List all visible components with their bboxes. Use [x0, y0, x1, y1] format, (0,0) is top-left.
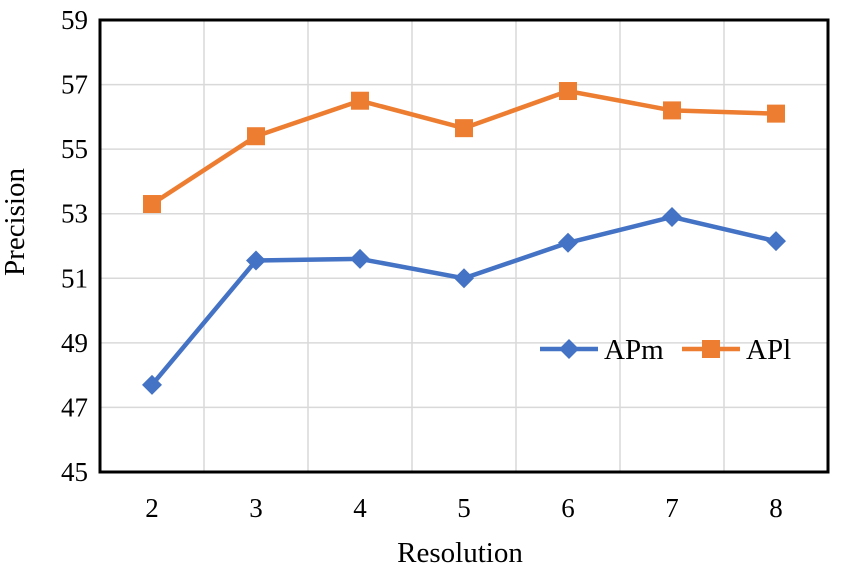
y-tick-label: 51 — [61, 263, 88, 293]
grid — [100, 19, 828, 473]
series-layer — [142, 82, 786, 395]
x-tick-label: 2 — [145, 493, 159, 523]
legend-label-apl: APl — [746, 334, 791, 366]
y-tick-label: 53 — [61, 199, 88, 229]
data-point-apm — [246, 250, 266, 271]
data-point-apm — [766, 231, 786, 252]
data-point-apl — [247, 127, 265, 146]
series-line-apl — [150, 88, 777, 206]
data-point-apl — [767, 104, 785, 123]
y-tick-label: 55 — [61, 134, 88, 164]
y-tick-label: 47 — [61, 392, 88, 422]
x-tick-label: 3 — [249, 493, 263, 523]
x-axis-title: Resolution — [397, 537, 523, 569]
series-line-apm — [150, 214, 777, 387]
x-tick-label: 4 — [353, 493, 367, 523]
data-point-apm — [350, 248, 370, 269]
x-tick-label: 7 — [665, 493, 679, 523]
legend: APm APl — [540, 334, 791, 366]
legend-marker-apl — [702, 340, 720, 358]
data-point-apm — [558, 232, 578, 253]
y-tick-label: 49 — [61, 328, 88, 358]
data-point-apm — [142, 374, 162, 395]
data-point-apl — [351, 91, 369, 110]
data-point-apl — [663, 101, 681, 120]
legend-marker-apm — [559, 339, 579, 359]
data-point-apl — [455, 119, 473, 138]
x-tick-label: 8 — [769, 493, 783, 523]
legend-label-apm: APm — [604, 334, 664, 366]
y-axis-title: Precision — [0, 168, 31, 276]
data-point-apm — [454, 268, 474, 289]
y-tick-label: 59 — [61, 5, 88, 35]
data-point-apl — [559, 82, 577, 101]
y-tick-labels: 45 47 49 51 53 55 57 59 — [61, 5, 88, 487]
data-point-apm — [662, 206, 682, 227]
y-tick-label: 57 — [61, 70, 88, 100]
plot-frame — [98, 18, 830, 474]
x-tick-label: 6 — [561, 493, 575, 523]
y-tick-label: 45 — [61, 457, 88, 487]
x-tick-label: 5 — [457, 493, 471, 523]
data-point-apl — [143, 195, 161, 214]
x-tick-labels: 2 3 4 5 6 7 8 — [145, 493, 783, 523]
